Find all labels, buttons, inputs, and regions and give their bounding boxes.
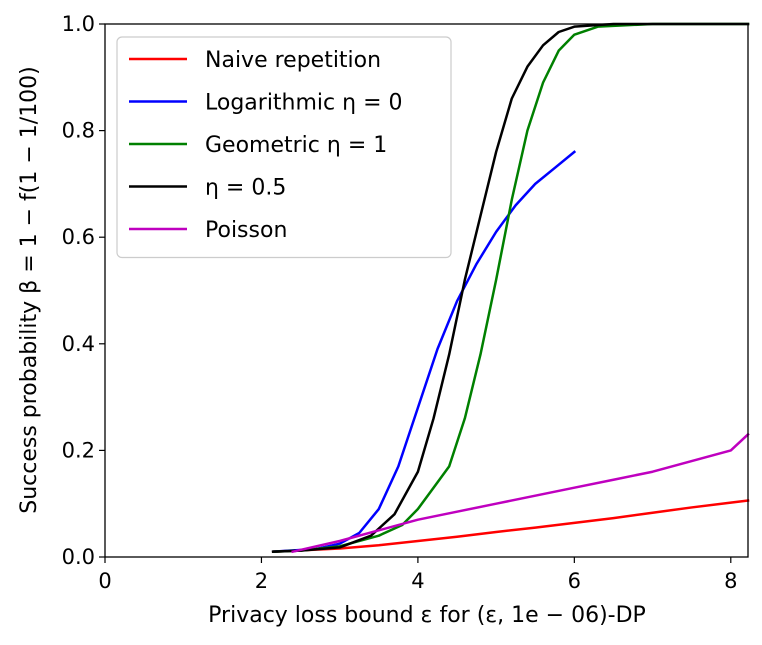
legend-label: η = 0.5	[205, 176, 286, 201]
x-tick-label: 2	[255, 569, 268, 593]
y-tick-label: 1.0	[62, 12, 95, 36]
y-tick-label: 0.2	[62, 438, 95, 462]
y-tick-label: 0.0	[62, 545, 95, 569]
y-tick-label: 0.8	[62, 119, 95, 143]
legend-box	[116, 36, 452, 259]
legend-label: Poisson	[205, 218, 287, 243]
legend-label: Logarithmic η = 0	[205, 91, 403, 116]
y-axis-label: Success probability β = 1 − f(1 − 1/100)	[17, 66, 42, 514]
ticks-layer: 0 2 4 6 8 0.0 0.2 0.4 0.6 0.8 1.0	[62, 12, 738, 593]
legend-label: Geometric η = 1	[205, 133, 387, 158]
x-tick-label: 0	[98, 569, 111, 593]
legend-label: Naive repetition	[205, 48, 381, 73]
y-tick-label: 0.4	[62, 332, 95, 356]
series-line-4	[291, 432, 750, 554]
series-line-3	[271, 22, 750, 553]
series-line-2	[271, 22, 750, 553]
legend: Naive repetition Logarithmic η = 0 Geometr…	[116, 36, 452, 259]
x-axis-label: Privacy loss bound ε for (ε, 1e − 06)-DP	[208, 603, 646, 628]
x-tick-label: 4	[411, 569, 424, 593]
series-layer	[271, 22, 750, 554]
plot-frame	[104, 23, 749, 558]
x-tick-label: 8	[724, 569, 737, 593]
series-line-0	[271, 499, 750, 553]
x-tick-label: 6	[568, 569, 581, 593]
y-tick-label: 0.6	[62, 225, 95, 249]
